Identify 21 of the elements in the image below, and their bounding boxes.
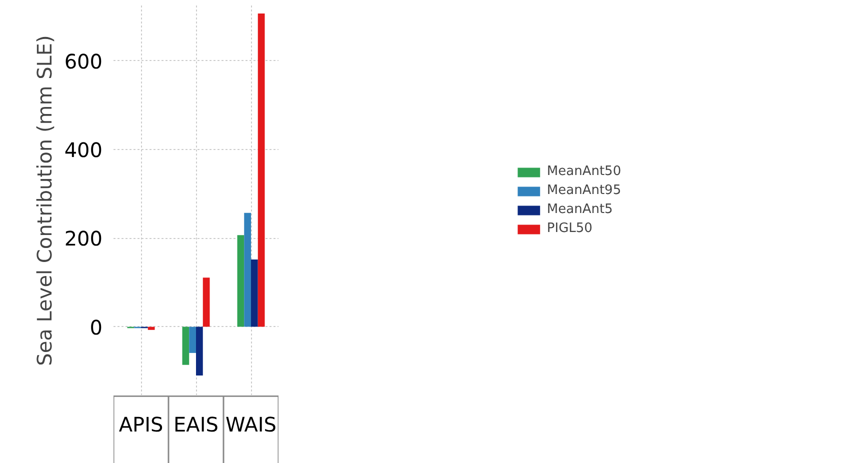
bar <box>182 326 190 365</box>
bar <box>196 326 203 376</box>
bar <box>258 13 265 327</box>
x-tick-label: APIS <box>118 412 164 437</box>
x-tick-label: EAIS <box>174 412 218 437</box>
legend-label: MeanAnt95 <box>546 183 622 198</box>
y-tick-label: 200 <box>64 226 103 251</box>
x-tick-label: WAIS <box>226 412 276 437</box>
legend-label: MeanAnt5 <box>546 202 613 217</box>
y-tick-label: 600 <box>64 49 103 74</box>
y-axis-title: Sea Level Contribution (mm SLE) <box>32 35 56 366</box>
bar <box>237 235 244 327</box>
y-tick-label: 0 <box>90 315 103 340</box>
bar <box>189 326 196 353</box>
bar <box>148 326 155 330</box>
bar <box>251 259 258 327</box>
bar <box>202 278 210 327</box>
bar <box>244 212 251 327</box>
y-tick-label: 400 <box>64 138 103 162</box>
legend-label: MeanAnt50 <box>546 164 622 179</box>
legend-label: PIGL50 <box>546 221 592 236</box>
